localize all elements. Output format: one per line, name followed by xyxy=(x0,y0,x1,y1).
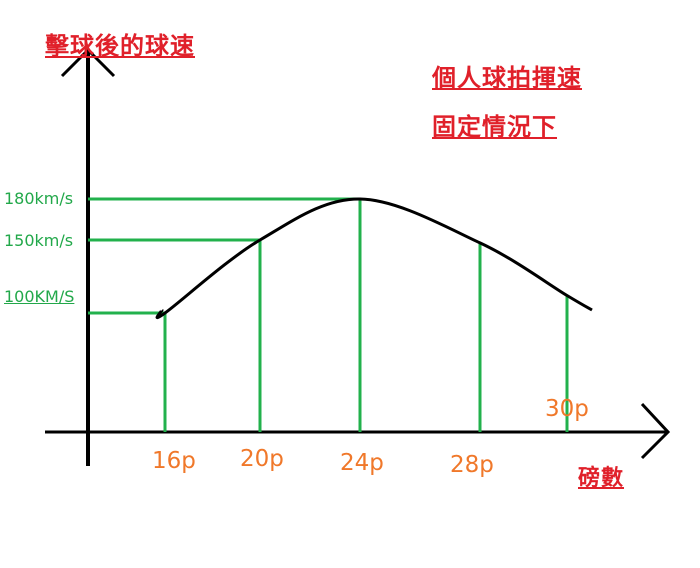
x-tick-label-24p: 24p xyxy=(340,450,384,476)
x-axis-title: 磅數 xyxy=(578,466,625,491)
x-axis xyxy=(45,402,671,460)
speed-curve xyxy=(155,197,593,320)
x-tick-label-20p: 20p xyxy=(240,446,284,472)
x-tick-label-28p: 28p xyxy=(450,452,494,478)
y-tick-label-150: 150km/s xyxy=(4,231,74,250)
y-axis-title: 擊球後的球速 xyxy=(45,32,195,60)
y-axis-arrow-icon xyxy=(60,47,116,78)
y-tick-label-180: 180km/s xyxy=(4,189,74,208)
x-tick-label-16p: 16p xyxy=(152,448,196,474)
x-axis-arrow-icon xyxy=(640,402,671,460)
y-tick-label-100: 100KM/S xyxy=(4,287,75,306)
y-axis xyxy=(60,47,116,466)
annotation-swing-speed: 個人球拍揮速 xyxy=(432,64,582,92)
x-tick-label-30p: 30p xyxy=(545,396,589,422)
annotation-fixed-condition: 固定情況下 xyxy=(432,113,557,141)
